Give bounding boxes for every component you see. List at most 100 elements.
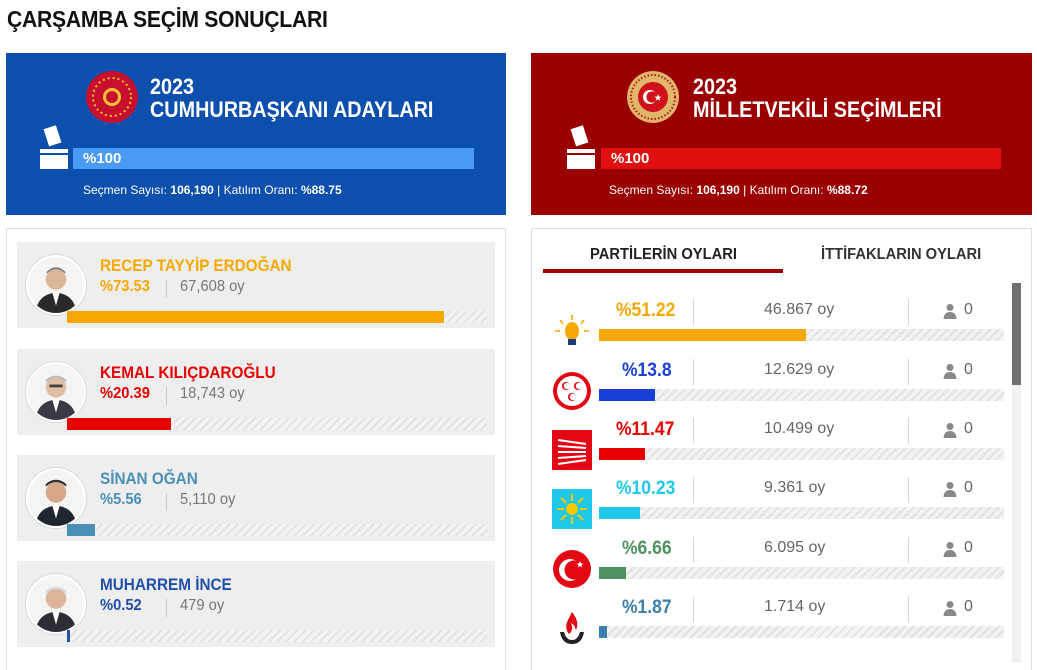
tab-alliance-votes[interactable]: İTTİFAKLARIN OYLARI: [821, 246, 982, 263]
party-seats: 0: [964, 598, 973, 615]
presidential-header[interactable]: 2023 CUMHURBAŞKANI ADAYLARI %100 Seçmen …: [6, 53, 506, 215]
party-row[interactable]: %10.23 9.361 oy 0: [532, 475, 1010, 534]
party-bar-track: [599, 626, 1004, 638]
page-title: ÇARŞAMBA SEÇİM SONUÇLARI: [7, 6, 328, 32]
person-icon: [943, 364, 957, 379]
active-tab-indicator: [543, 269, 783, 273]
chp-logo-icon: [552, 430, 592, 470]
scrollbar-track[interactable]: [1012, 283, 1021, 663]
divider: [908, 477, 909, 503]
divider: [908, 537, 909, 563]
parliament-header[interactable]: 2023 MİLLETVEKİLİ SEÇİMLERİ %100 Seçmen …: [531, 53, 1032, 215]
party-row[interactable]: %11.47 10.499 oy 0: [532, 416, 1010, 475]
divider: [908, 596, 909, 622]
candidate-bar-track: [67, 311, 487, 323]
candidate-photo: [26, 362, 86, 422]
divider: [166, 493, 167, 511]
candidate-votes: 5,110 oy: [180, 491, 236, 508]
candidate-votes: 479 oy: [180, 597, 225, 614]
candidate-card[interactable]: SİNAN OĞAN %5.56 5,110 oy: [17, 455, 495, 541]
party-bar-fill: [599, 507, 641, 519]
yrp-logo-icon: [553, 550, 591, 588]
party-votes: 10.499 oy: [764, 420, 835, 437]
party-percentage: %11.47: [616, 419, 675, 440]
candidate-card[interactable]: RECEP TAYYİP ERDOĞAN %73.53 67,608 oy: [17, 242, 495, 328]
parliament-progress-bar: %100: [601, 148, 1001, 169]
party-bar-track: [599, 567, 1004, 579]
parliament-seal-icon: [627, 71, 679, 123]
candidate-votes: 18,743 oy: [180, 385, 245, 402]
candidate-bar-track: [67, 630, 487, 642]
candidates-panel: RECEP TAYYİP ERDOĞAN %73.53 67,608 oy KE…: [6, 228, 506, 670]
party-bar-track: [599, 448, 1004, 460]
divider: [693, 299, 694, 325]
parties-panel: PARTİLERİN OYLARI İTTİFAKLARIN OYLARI %5…: [531, 228, 1032, 670]
akp-logo-icon: [555, 315, 589, 345]
voters-label: Seçmen Sayısı:: [83, 183, 168, 197]
divider: [166, 280, 167, 298]
party-percentage: %6.66: [622, 538, 672, 559]
candidate-bar-fill: [67, 418, 172, 430]
party-bar-fill: [599, 626, 607, 638]
tab-party-votes[interactable]: PARTİLERİN OYLARI: [590, 246, 737, 263]
candidate-votes: 67,608 oy: [180, 278, 245, 295]
candidate-card[interactable]: MUHARREM İNCE %0.52 479 oy: [17, 561, 495, 647]
divider: [693, 537, 694, 563]
candidate-photo: [26, 574, 86, 634]
candidate-percentage: %20.39: [100, 385, 150, 402]
candidate-photo: [26, 255, 86, 315]
party-row[interactable]: %13.8 12.629 oy 0: [532, 357, 1010, 416]
party-row[interactable]: %6.66 6.095 oy 0: [532, 535, 1010, 594]
party-row[interactable]: %51.22 46.867 oy 0: [532, 297, 1010, 356]
party-votes: 9.361 oy: [764, 479, 826, 496]
party-percentage: %51.22: [616, 300, 676, 321]
candidate-percentage: %5.56: [100, 491, 142, 508]
divider: [693, 418, 694, 444]
candidate-bar-track: [67, 524, 487, 536]
party-seats: 0: [964, 539, 973, 556]
presidential-title: CUMHURBAŞKANI ADAYLARI: [150, 97, 434, 122]
party-seats: 0: [964, 361, 973, 378]
party-votes: 6.095 oy: [764, 539, 826, 556]
party-bar-fill: [599, 567, 626, 579]
candidate-name: MUHARREM İNCE: [100, 575, 232, 594]
presidential-progress-bar: %100: [73, 148, 474, 169]
party-row[interactable]: %1.87 1.714 oy 0: [532, 594, 1010, 653]
party-seats: 0: [964, 301, 973, 318]
parliament-year: 2023: [693, 74, 738, 99]
party-seats: 0: [964, 420, 973, 437]
candidate-percentage: %73.53: [100, 278, 150, 295]
turnout-label: Katılım Oranı:: [749, 183, 824, 197]
candidate-card[interactable]: KEMAL KILIÇDAROĞLU %20.39 18,743 oy: [17, 349, 495, 435]
scrollbar-thumb[interactable]: [1012, 283, 1021, 385]
candidate-bar-fill: [67, 630, 70, 642]
candidate-bar-fill: [67, 311, 444, 323]
voters-value: 106,190: [170, 183, 214, 197]
turnout-value: %88.75: [300, 183, 342, 197]
voters-label: Seçmen Sayısı:: [609, 183, 694, 197]
flame-logo-icon: [560, 612, 584, 644]
person-icon: [943, 542, 957, 557]
voters-value: 106,190: [696, 183, 740, 197]
divider: [693, 359, 694, 385]
parliament-title: MİLLETVEKİLİ SEÇİMLERİ: [693, 97, 942, 122]
party-bar-fill: [599, 389, 655, 401]
candidate-photo: [26, 468, 86, 528]
parliament-stats: Seçmen Sayısı: 106,190 | Katılım Oranı: …: [609, 183, 868, 197]
party-votes: 46.867 oy: [764, 301, 835, 318]
divider: [166, 599, 167, 617]
party-bar-track: [599, 389, 1004, 401]
presidential-progress-label: %100: [83, 150, 122, 167]
stats-separator: |: [213, 183, 224, 197]
iyi-logo-icon: [552, 489, 592, 529]
presidential-seal-icon: [86, 71, 138, 123]
party-votes: 12.629 oy: [764, 361, 835, 378]
mhp-logo-icon: [553, 372, 591, 410]
candidate-name: SİNAN OĞAN: [100, 469, 198, 488]
person-icon: [943, 304, 957, 319]
divider: [693, 596, 694, 622]
divider: [693, 477, 694, 503]
ballot-box-icon: [40, 125, 68, 169]
party-percentage: %13.8: [622, 360, 672, 381]
ballot-box-icon: [567, 125, 595, 169]
